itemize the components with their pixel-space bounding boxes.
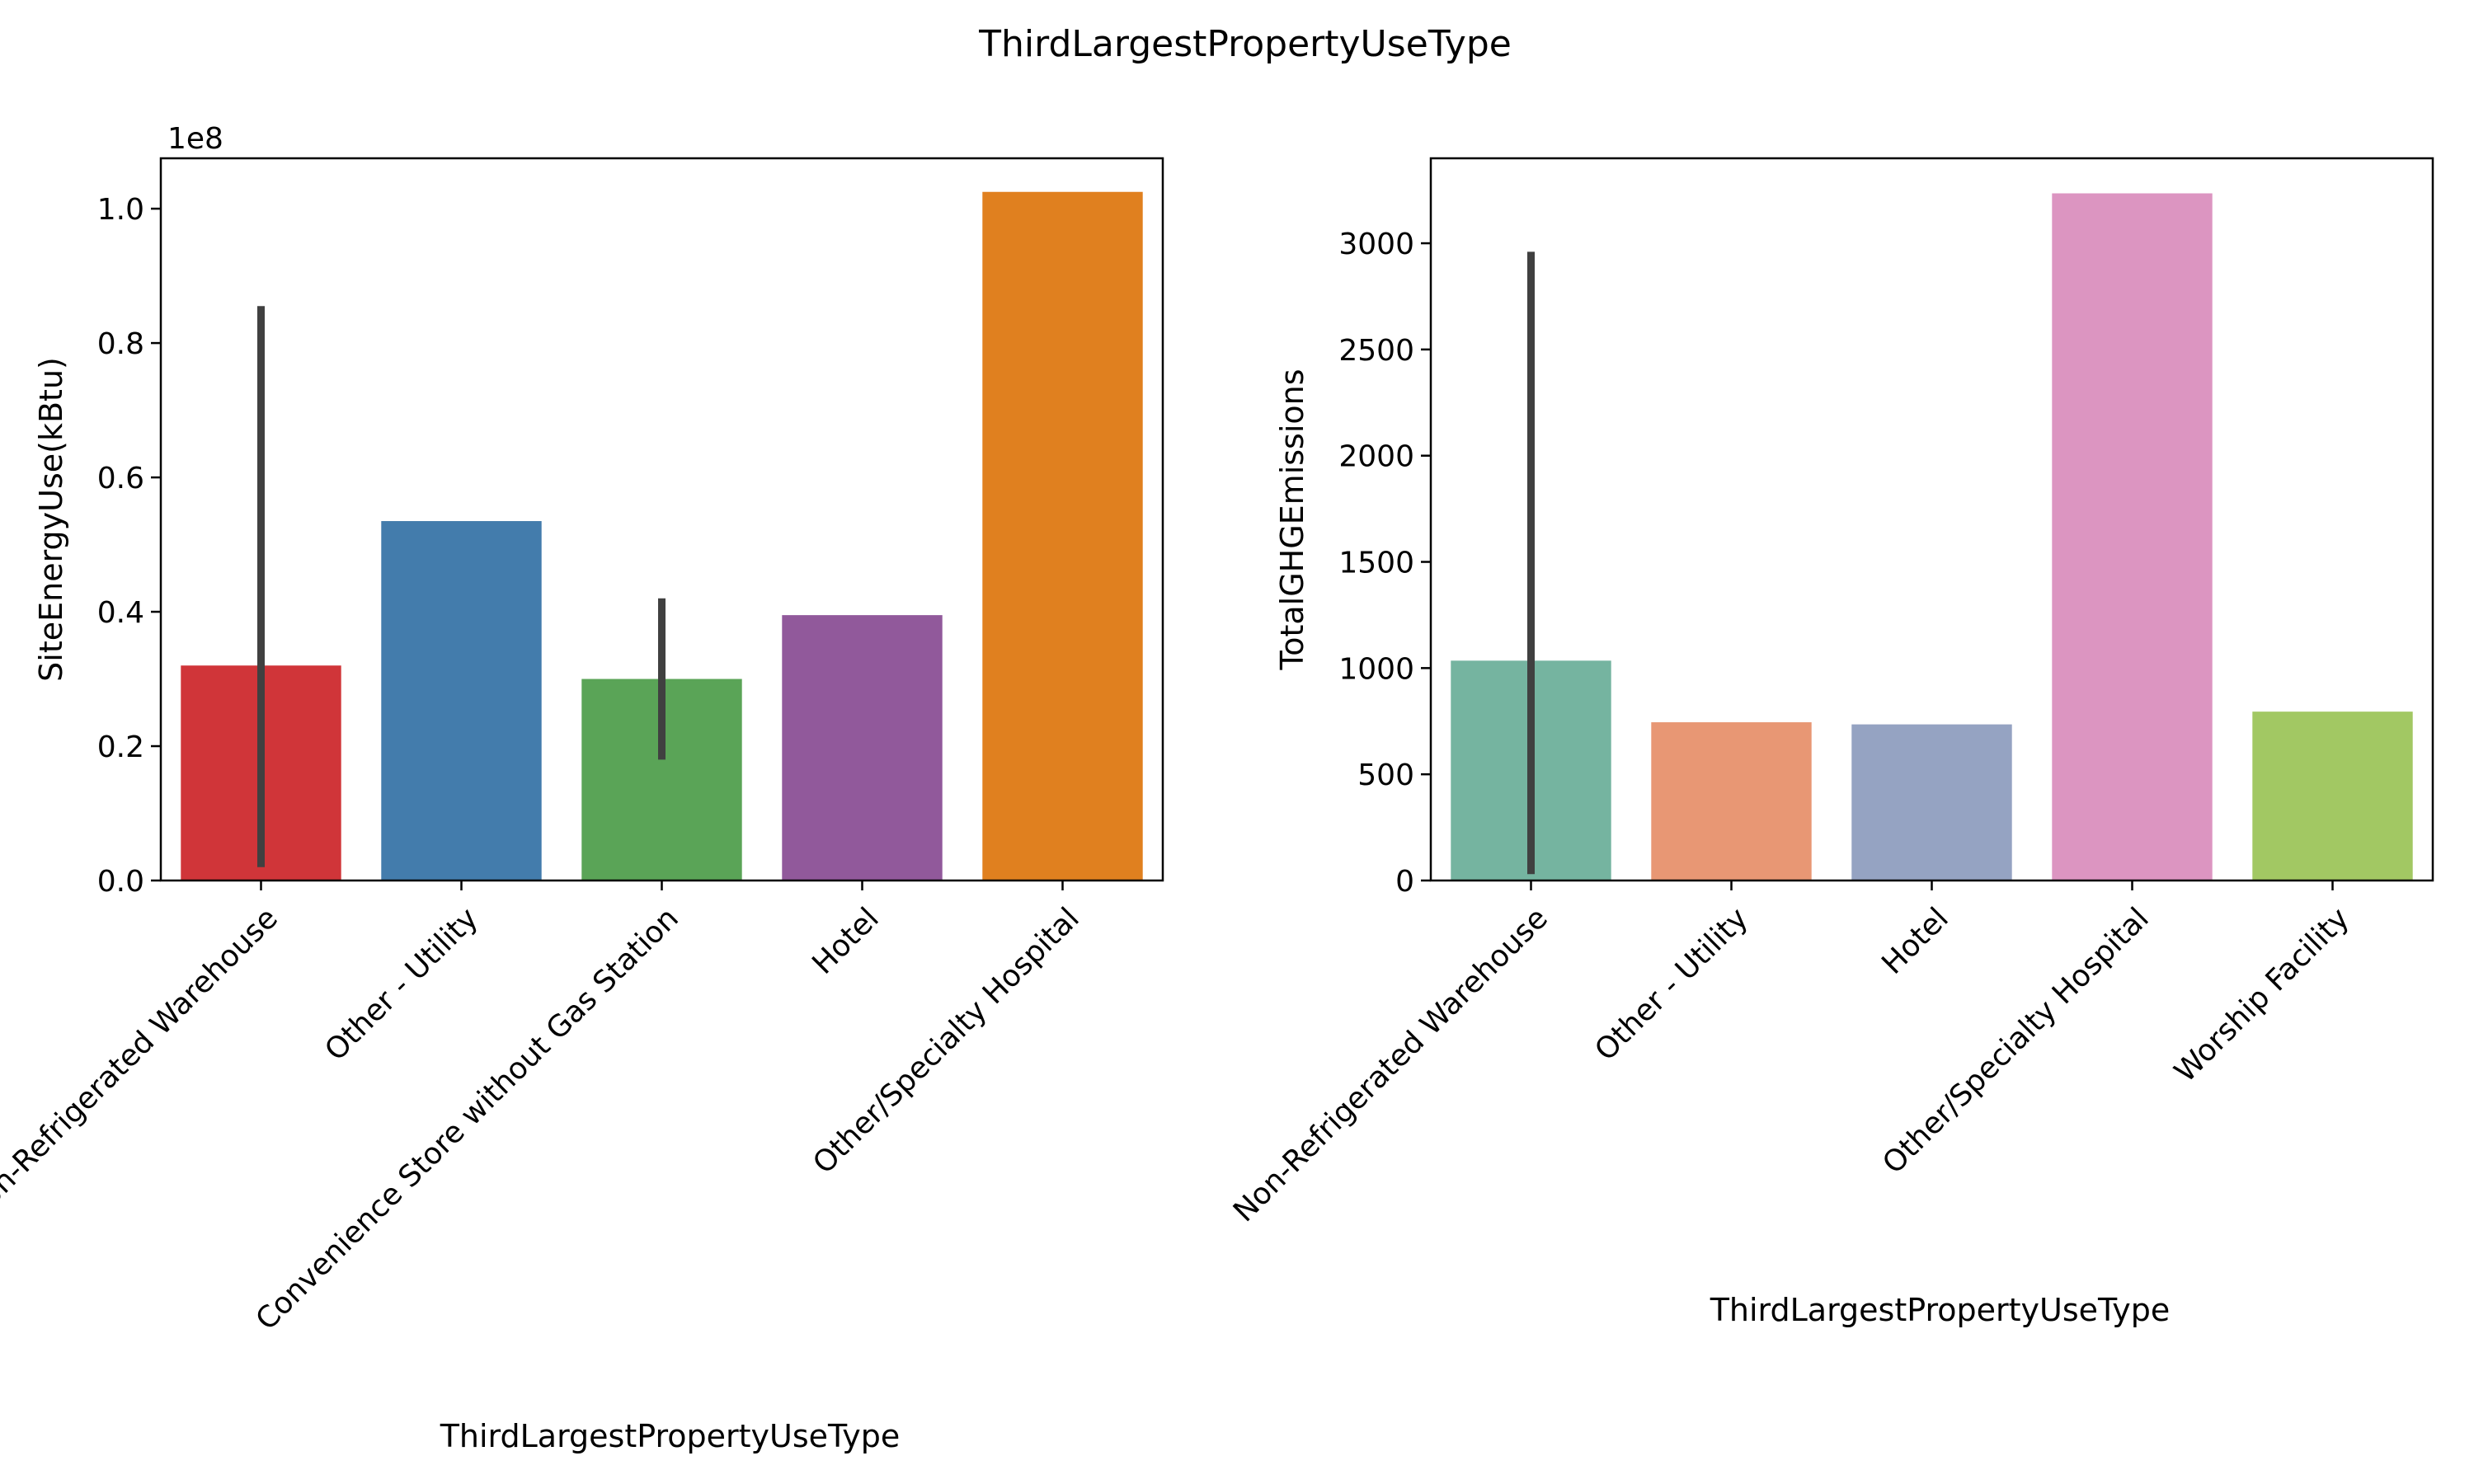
bar-4 — [2052, 193, 2213, 881]
y-tick-label-7: 3000 — [1338, 228, 1414, 261]
x-tick-label-1: Non-Refrigerated Warehouse — [1227, 901, 1554, 1228]
x-tick-label-2: Other - Utility — [1588, 901, 1755, 1068]
figure-suptitle: ThirdLargestPropertyUseType — [978, 23, 1512, 65]
bar-5 — [982, 191, 1143, 881]
y-tick-label-3: 0.4 — [97, 596, 144, 630]
y-axis-label: TotalGHGEmissions — [1274, 369, 1310, 670]
bar-2 — [381, 521, 542, 881]
bar-4 — [782, 615, 943, 881]
y-tick-label-5: 2000 — [1338, 440, 1414, 474]
bar-5 — [2252, 711, 2413, 881]
y-tick-label-6: 1.0 — [97, 193, 144, 227]
x-tick-label-3: Convenience Store without Gas Station — [250, 901, 685, 1336]
y-tick-label-2: 500 — [1357, 758, 1414, 792]
y-tick-label-4: 0.6 — [97, 462, 144, 495]
bar-2 — [1651, 722, 1812, 881]
x-tick-label-4: Hotel — [806, 901, 885, 980]
x-tick-label-3: Hotel — [1875, 901, 1954, 980]
right-chart-ghg: 0 500 1000 1500 2000 2500 3000 Non-Refrigerated… — [1227, 157, 2434, 1328]
x-tick-label-5: Worship Facility — [2168, 901, 2356, 1089]
y-tick-label-2: 0.2 — [97, 730, 144, 764]
x-axis-label: ThirdLargestPropertyUseType — [1710, 1292, 2171, 1328]
x-axis-label: ThirdLargestPropertyUseType — [440, 1418, 901, 1454]
y-tick-label-5: 0.8 — [97, 327, 144, 361]
y-tick-label-4: 1500 — [1338, 547, 1414, 580]
x-tick-label-1: Non-Refrigerated Warehouse — [0, 901, 285, 1228]
y-tick-label-3: 1000 — [1338, 652, 1414, 686]
y-offset-label: 1e8 — [167, 122, 223, 156]
y-axis-label: SiteEnergyUse(kBtu) — [33, 357, 69, 682]
y-tick-label-6: 2500 — [1338, 334, 1414, 368]
y-tick-label-1: 0.0 — [97, 865, 144, 899]
left-chart-energy: 0.0 0.2 0.4 0.6 0.8 1.0 Non-Refrigerated Wareh… — [0, 122, 1164, 1454]
bar-3 — [1851, 724, 2012, 881]
y-tick-label-1: 0 — [1395, 865, 1414, 899]
x-tick-label-2: Other - Utility — [318, 901, 485, 1068]
